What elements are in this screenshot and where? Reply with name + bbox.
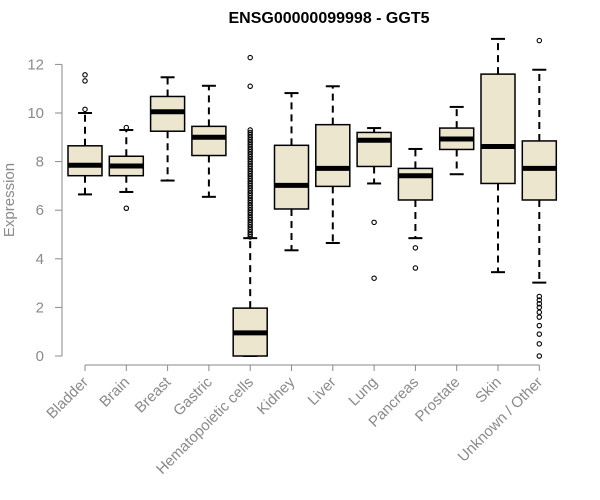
y-tick-label: 4: [36, 251, 44, 268]
y-tick-label: 0: [36, 348, 44, 365]
box-6: [315, 85, 351, 245]
outlier-point: [536, 353, 543, 359]
chart-title: ENSG00000099998 - GGT5: [228, 10, 429, 27]
y-tick-label: 8: [36, 154, 44, 171]
box-4: [232, 54, 268, 357]
x-tick-label: Bladder: [43, 374, 92, 423]
box-8: [397, 147, 434, 271]
x-tick-label: Liver: [305, 374, 340, 409]
box-2: [149, 76, 186, 182]
box-body: [356, 131, 392, 168]
outlier-point: [536, 304, 543, 311]
outlier-point: [247, 83, 253, 90]
box-0: [67, 72, 103, 196]
box-body: [480, 73, 516, 185]
outlier-point: [536, 297, 543, 303]
y-tick-label: 12: [27, 56, 44, 73]
outlier-point: [536, 322, 543, 329]
y-axis: 0 2 4 6 8 10 12: [27, 56, 63, 365]
outlier-point: [82, 72, 88, 78]
box-10: [480, 37, 516, 274]
outlier-point: [412, 265, 419, 271]
outlier-point: [536, 341, 543, 347]
y-axis-label: Expression: [1, 163, 18, 237]
box-5: [273, 92, 310, 252]
x-tick-label: Brain: [96, 374, 133, 411]
outlier-point: [536, 331, 543, 337]
box-body: [397, 167, 434, 201]
outlier-point: [536, 293, 543, 300]
outlier-point: [371, 219, 377, 226]
x-tick-label: Kidney: [254, 373, 299, 418]
box-3: [191, 84, 227, 198]
outlier-point: [371, 275, 377, 281]
box-body: [191, 125, 227, 157]
y-tick-label: 10: [27, 105, 44, 122]
outlier-point: [536, 37, 543, 44]
x-tick-label: Skin: [472, 374, 505, 407]
outlier-point: [412, 245, 419, 251]
x-tick-label: Breast: [132, 373, 175, 416]
outlier-point: [536, 301, 543, 307]
outlier-point: [82, 78, 88, 84]
outlier-point: [536, 314, 543, 320]
y-tick-label: 6: [36, 202, 44, 219]
y-tick-label: 2: [36, 299, 44, 316]
box-body: [315, 123, 351, 188]
boxplot-series: [67, 37, 558, 359]
outlier-point: [247, 54, 253, 61]
outlier-point: [123, 124, 130, 131]
outlier-point: [247, 129, 253, 136]
outlier-point: [247, 127, 253, 133]
box-7: [356, 127, 392, 281]
box-11: [521, 37, 558, 359]
outlier-point: [82, 106, 88, 113]
box-body: [67, 145, 103, 177]
outlier-point: [536, 309, 543, 316]
x-tick-label: Lung: [345, 374, 381, 410]
box-1: [108, 124, 145, 212]
x-tick-label: Prostate: [412, 374, 464, 426]
outlier-point: [123, 205, 130, 212]
box-9: [438, 105, 475, 176]
box-body: [273, 144, 310, 210]
